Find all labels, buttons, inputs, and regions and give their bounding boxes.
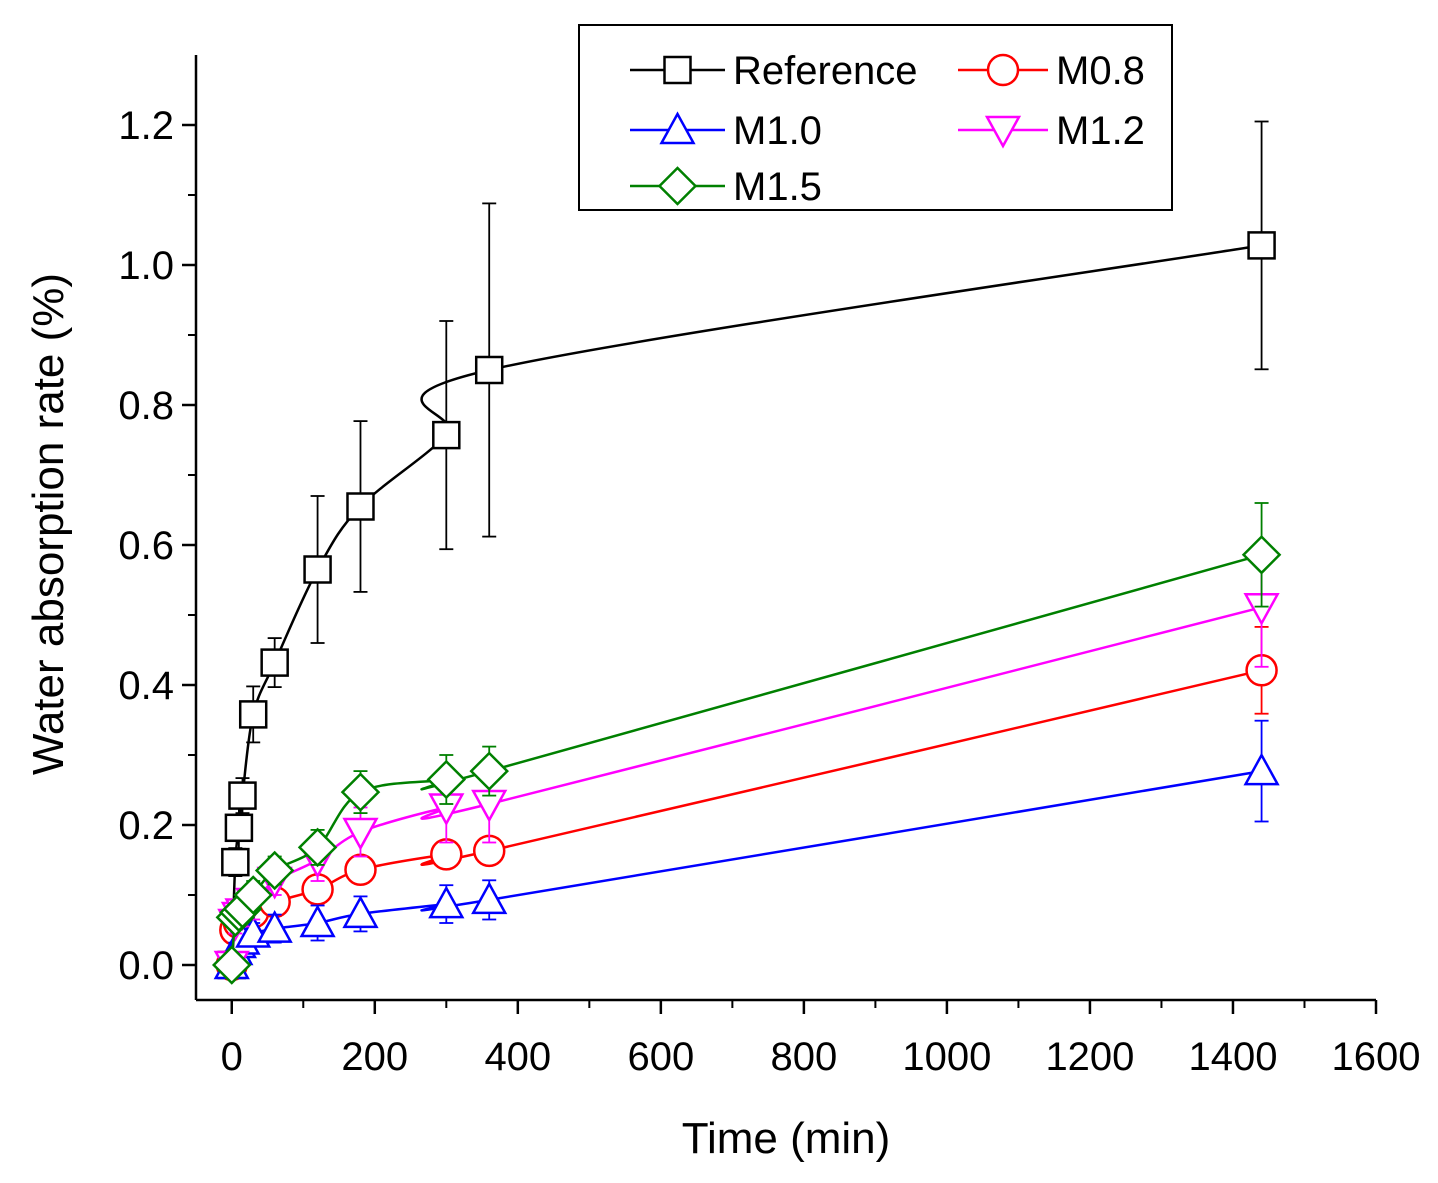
series-reference xyxy=(217,120,1276,980)
marker-m1-5 xyxy=(1241,535,1282,575)
marker-m1-5 xyxy=(254,850,295,891)
marker-reference xyxy=(221,847,250,877)
y-tick-label: 1.0 xyxy=(118,244,174,288)
marker-m0-8 xyxy=(344,853,377,887)
marker-m1-0 xyxy=(256,910,293,943)
marker-reference xyxy=(224,813,254,843)
line-m0-8 xyxy=(230,669,1262,966)
legend-label-m1-5: M1.5 xyxy=(733,165,822,209)
legend-item-reference: Reference xyxy=(630,49,918,93)
series-m1-0 xyxy=(213,719,1280,980)
x-tick-label: 600 xyxy=(627,1035,694,1079)
x-tick-label: 1400 xyxy=(1188,1035,1277,1079)
marker-m1-5 xyxy=(469,751,509,791)
y-tick-label: 0.4 xyxy=(118,664,174,708)
legend: Reference M0.8 M1.0 M1.2 M1.5 xyxy=(578,24,1173,211)
marker-m1-0 xyxy=(1243,752,1280,786)
y-tick-label: 0.6 xyxy=(118,524,174,568)
marker-reference xyxy=(1247,231,1276,260)
legend-marker-reference xyxy=(663,55,692,85)
x-tick-label: 1000 xyxy=(902,1035,991,1079)
legend-item-m1-2: M1.2 xyxy=(958,109,1145,153)
marker-m1-0 xyxy=(471,881,508,915)
series-m1-2 xyxy=(213,546,1280,984)
marker-m1-0 xyxy=(428,885,465,919)
legend-marker-m1-2 xyxy=(984,115,1022,149)
marker-reference xyxy=(228,781,257,810)
marker-reference xyxy=(303,555,332,584)
legend-label-m1-2: M1.2 xyxy=(1056,109,1145,153)
marker-m1-5 xyxy=(340,772,381,812)
y-tick-label: 0.2 xyxy=(118,804,174,848)
x-tick-label: 800 xyxy=(771,1035,838,1079)
marker-m1-5 xyxy=(211,945,252,985)
y-tick-label: 0.0 xyxy=(118,944,174,988)
legend-label-m1-0: M1.0 xyxy=(733,109,822,153)
y-axis: 0.0 0.2 0.4 0.6 0.8 1.0 1.2 xyxy=(118,55,198,1000)
marker-m1-0 xyxy=(342,895,379,929)
marker-reference xyxy=(346,492,375,521)
x-tick-label: 1600 xyxy=(1332,1035,1421,1079)
marker-m1-5 xyxy=(297,827,338,868)
x-axis: 0 200 400 600 800 1000 1200 1400 1600 xyxy=(196,998,1421,1079)
legend-label-reference: Reference xyxy=(733,49,918,93)
marker-m1-5 xyxy=(233,875,273,915)
x-tick-label: 200 xyxy=(341,1035,408,1079)
line-m1-0 xyxy=(230,769,1262,966)
line-m1-5 xyxy=(230,553,1262,966)
marker-m1-0 xyxy=(299,904,336,938)
legend-item-m0-8: M0.8 xyxy=(958,49,1145,93)
series-m1-5 xyxy=(211,502,1282,985)
x-tick-label: 1200 xyxy=(1045,1035,1134,1079)
marker-m1-5 xyxy=(426,759,467,800)
marker-reference xyxy=(238,700,268,729)
legend-marker-m0-8 xyxy=(986,53,1020,87)
marker-reference xyxy=(474,355,504,385)
legend-item-m1-0: M1.0 xyxy=(630,109,822,153)
x-tick-label: 0 xyxy=(221,1035,243,1079)
marker-m0-8 xyxy=(430,838,463,871)
marker-reference xyxy=(260,648,289,677)
y-axis-title: Water absorption rate (%) xyxy=(24,273,73,775)
plot-area xyxy=(211,120,1282,985)
legend-marker-m1-0 xyxy=(659,111,696,145)
x-tick-label: 400 xyxy=(484,1035,551,1079)
legend-item-m1-5: M1.5 xyxy=(630,165,822,209)
y-tick-label: 0.8 xyxy=(118,384,174,428)
legend-marker-m1-5 xyxy=(657,166,698,206)
marker-m1-2 xyxy=(342,817,379,851)
legend-label-m0-8: M0.8 xyxy=(1056,49,1145,93)
x-axis-title: Time (min) xyxy=(682,1114,891,1163)
y-tick-label: 1.2 xyxy=(118,104,174,148)
marker-reference xyxy=(432,420,461,450)
